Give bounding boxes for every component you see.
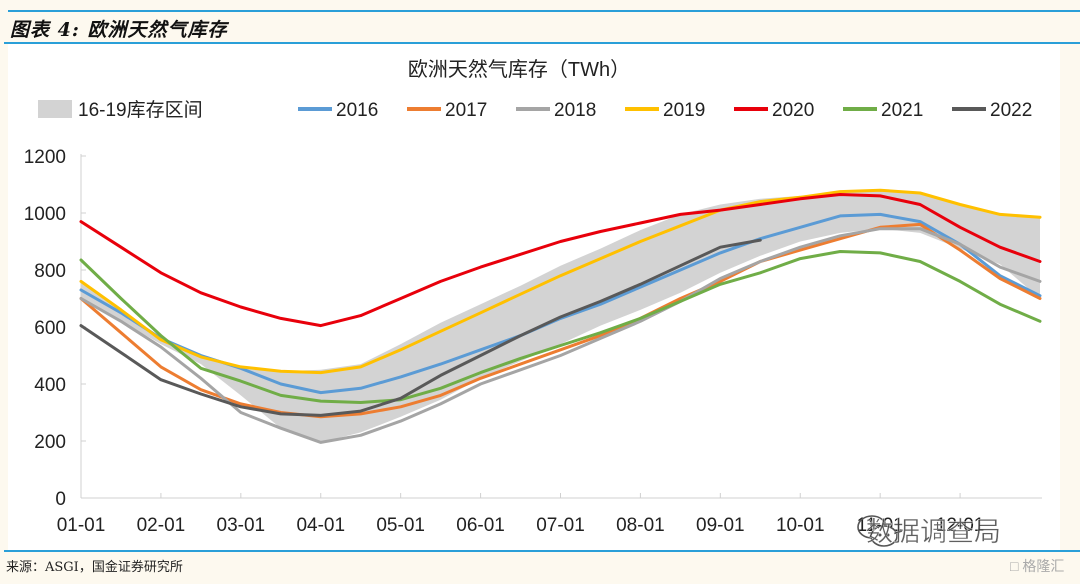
bottom-rule — [4, 550, 1080, 552]
legend-swatch-band — [38, 100, 72, 118]
legend-label-2017: 2017 — [445, 100, 487, 121]
axes: 0 200 400 600 800 1000 1200 01-01 02-01 03-01 04-0… — [24, 147, 1042, 536]
x-tick-label: 12-01 — [936, 515, 985, 536]
series-line-2020 — [79, 193, 1042, 328]
legend-label-2018: 2018 — [554, 100, 596, 121]
x-tick-label: 06-01 — [456, 515, 505, 536]
y-tick-label: 800 — [34, 261, 66, 282]
x-tick-label: 04-01 — [296, 515, 345, 536]
x-tick-label: 02-01 — [137, 515, 186, 536]
series-line-2019 — [79, 188, 1042, 375]
figure-label: 图表 4: 欧洲天然气库存 — [10, 19, 228, 41]
wechat-icon — [857, 515, 898, 547]
x-tick-label: 05-01 — [376, 515, 425, 536]
chart-panel: 欧洲天然气库存（TWh） 16-19库存区间 2016 2017 2018 2019 20… — [8, 44, 1060, 550]
title-rule — [4, 42, 1080, 44]
y-tick-label: 400 — [34, 375, 66, 396]
legend: 16-19库存区间 2016 2017 2018 2019 2020 2021 2022 — [38, 99, 1032, 121]
watermark-logo-icon: □ — [1010, 558, 1019, 574]
x-tick-label: 08-01 — [616, 515, 665, 536]
y-tick-label: 0 — [55, 489, 66, 510]
legend-label-2016: 2016 — [336, 100, 378, 121]
legend-label-2019: 2019 — [663, 100, 705, 121]
y-tick-label: 1200 — [24, 147, 66, 168]
legend-label-band: 16-19库存区间 — [78, 99, 203, 121]
y-tick-label: 600 — [34, 318, 66, 339]
series-line-2018 — [79, 227, 1042, 444]
x-tick-label: 09-01 — [696, 515, 745, 536]
chart-title: 欧洲天然气库存（TWh） — [408, 58, 630, 81]
legend-label-2022: 2022 — [990, 100, 1032, 121]
watermark-text: 数据调查局 — [866, 517, 1001, 548]
y-tick-label: 1000 — [24, 204, 66, 225]
x-tick-label: 01-01 — [57, 515, 106, 536]
x-tick-label: 03-01 — [217, 515, 266, 536]
watermark-logo-text: 格隆汇 — [1022, 558, 1065, 574]
y-tick-label: 200 — [34, 432, 66, 453]
series-layer — [79, 188, 1042, 444]
top-rule — [8, 10, 1080, 12]
watermark-logo: □ 格隆汇 — [1010, 556, 1064, 576]
legend-label-2020: 2020 — [772, 100, 814, 121]
series-line-2021 — [79, 250, 1042, 404]
x-tick-label: 10-01 — [776, 515, 825, 536]
series-line-2022 — [79, 238, 762, 417]
legend-label-2021: 2021 — [881, 100, 923, 121]
source-note: 来源：ASGI，国金证券研究所 — [6, 560, 183, 575]
chart: 欧洲天然气库存（TWh） 16-19库存区间 2016 2017 2018 2019 20… — [24, 58, 1042, 536]
x-tick-label: 07-01 — [536, 515, 585, 536]
